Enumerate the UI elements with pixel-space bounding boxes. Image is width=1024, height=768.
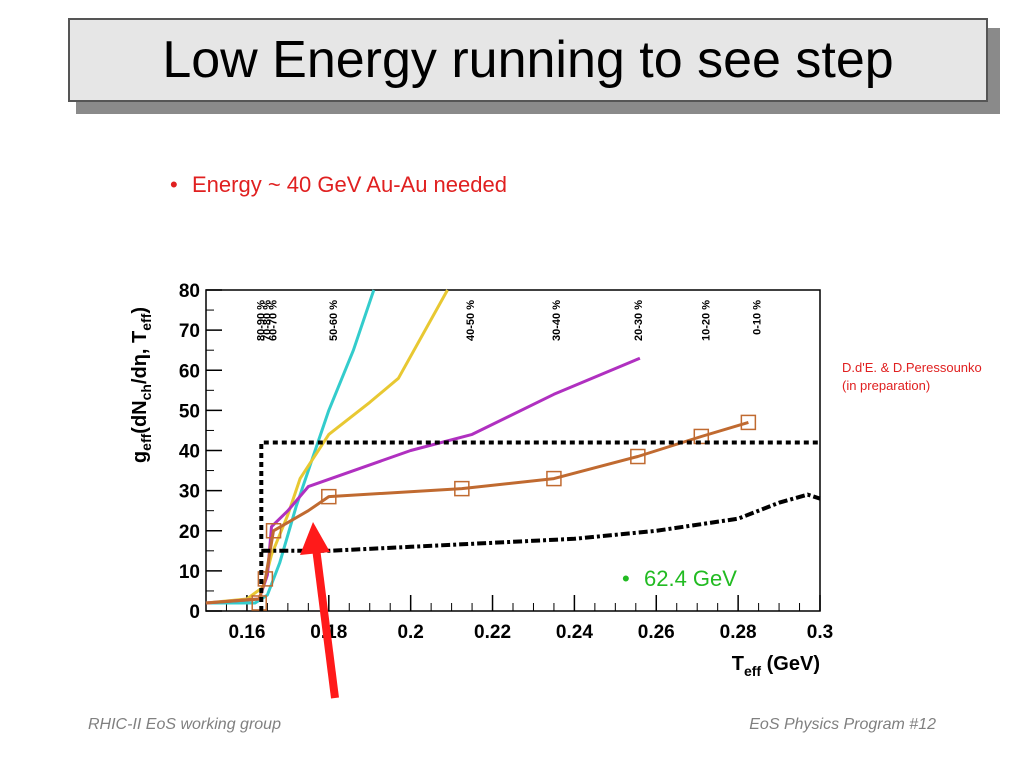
y-axis-title: geff(dNch/dη, Teff)	[129, 307, 154, 463]
x-tick-label: 0.2	[397, 622, 423, 643]
data-marker	[546, 470, 562, 487]
x-tick-label: 0.3	[807, 622, 833, 643]
y-tick-label: 70	[179, 321, 200, 342]
x-tick-label: 0.26	[638, 622, 675, 643]
data-marker	[740, 414, 757, 431]
footer-right: EoS Physics Program #12	[749, 716, 936, 733]
centrality-label: 70-80 %	[262, 300, 274, 341]
data-marker	[630, 448, 646, 465]
y-tick-label: 80	[179, 281, 200, 302]
energy-bullet-text: 62.4 GeV	[644, 566, 737, 591]
x-axis-title: Teff (GeV)	[732, 653, 820, 679]
centrality-label: 40-50 %	[465, 300, 477, 341]
y-tick-label: 10	[179, 562, 200, 583]
series-line-5	[261, 492, 821, 553]
series-line-4	[259, 440, 820, 611]
data-marker	[257, 571, 274, 587]
x-tick-label: 0.24	[556, 622, 593, 643]
plot-frame	[205, 289, 821, 612]
centrality-label: 80-90 %	[255, 300, 267, 341]
main-bullet: • Energy ~ 40 GeV Au-Au needed	[170, 172, 507, 198]
red-arrow-shaft	[312, 547, 339, 699]
y-tick-label: 30	[179, 482, 200, 503]
data-marker	[693, 428, 710, 445]
credit-line-2: (in preparation)	[842, 378, 931, 393]
red-arrow-head	[300, 522, 330, 555]
centrality-label: 50-60 %	[328, 300, 340, 341]
centrality-label: 0-10 %	[752, 300, 764, 335]
y-tick-label: 40	[179, 442, 200, 463]
centrality-label: 10-20 %	[700, 300, 712, 341]
y-tick-label: 60	[179, 361, 200, 382]
y-tick-label: 50	[179, 401, 200, 422]
series-line-1	[205, 289, 449, 605]
bullet-glyph-green: •	[622, 566, 630, 591]
y-tick-label: 20	[179, 522, 200, 543]
centrality-label: 20-30 %	[633, 300, 645, 341]
bullet-glyph: •	[170, 172, 178, 197]
credit-line-1: D.d'E. & D.Peressounko	[842, 360, 982, 375]
main-bullet-text: Energy ~ 40 GeV Au-Au needed	[192, 172, 507, 197]
data-marker	[454, 480, 470, 497]
centrality-label: 60-70 %	[268, 300, 280, 341]
y-tick-label: 0	[189, 602, 200, 623]
centrality-label: 30-40 %	[551, 300, 563, 341]
series-line-0	[206, 289, 376, 605]
data-marker	[251, 595, 267, 611]
x-tick-label: 0.16	[228, 622, 265, 643]
series-line-2	[205, 356, 641, 605]
plot-area: 010203040506070800.160.180.20.220.240.26…	[129, 281, 833, 699]
title-box: Low Energy running to see step	[68, 18, 988, 102]
energy-bullet: • 62.4 GeV	[622, 566, 737, 592]
x-tick-label: 0.28	[720, 622, 757, 643]
data-marker	[265, 523, 282, 539]
footer-left: RHIC-II EoS working group	[88, 716, 281, 733]
x-tick-label: 0.22	[474, 622, 511, 643]
data-marker	[321, 488, 337, 505]
slide-title: Low Energy running to see step	[162, 31, 894, 89]
